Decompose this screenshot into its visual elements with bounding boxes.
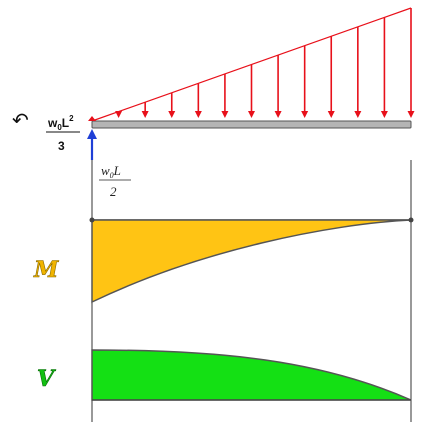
moment-numerator: w0L2 [47, 114, 74, 132]
pin-marker [88, 116, 96, 121]
shear-denominator: 2 [110, 184, 117, 199]
load-arrow [301, 45, 309, 118]
moment-denominator: 3 [58, 139, 65, 153]
shear-diagram-label: V [37, 366, 56, 392]
moment-diagram: M [33, 217, 414, 304]
load-arrow [354, 26, 362, 118]
load-arrow [115, 111, 123, 118]
load-arrow [380, 17, 388, 118]
load-arrows [115, 8, 415, 118]
moment-reaction-label: ↶ w0L2 3 [12, 110, 80, 153]
moment-area [91, 219, 412, 304]
shear-diagram: V [37, 349, 412, 401]
vertical-reaction-arrow [87, 129, 97, 160]
moment-right-node [408, 217, 414, 223]
load-arrow [327, 36, 335, 118]
load-arrow [221, 73, 229, 118]
shear-numerator: w0L [101, 163, 121, 180]
shear-reaction-label: w0L 2 [99, 163, 131, 199]
beam [91, 120, 412, 129]
moment-arrow-icon: ↶ [12, 110, 29, 132]
shear-area [91, 349, 412, 401]
load-arrow [141, 102, 149, 118]
moment-diagram-label: M [33, 257, 59, 283]
load-arrow [248, 64, 255, 118]
load-arrow [407, 8, 415, 118]
load-arrow [194, 83, 202, 118]
left-support [87, 116, 97, 160]
load-arrow [274, 55, 282, 118]
load-arrow [168, 92, 176, 118]
moment-left-node [89, 217, 95, 223]
distributed-load [91, 7, 415, 122]
